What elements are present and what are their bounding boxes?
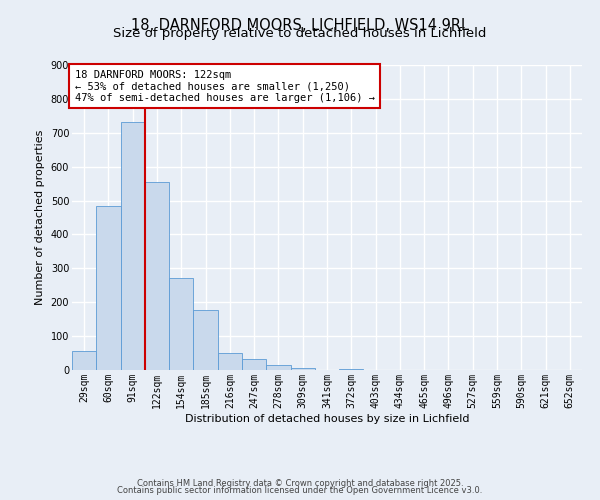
Text: Contains HM Land Registry data © Crown copyright and database right 2025.: Contains HM Land Registry data © Crown c… [137,478,463,488]
Bar [266,366,290,370]
Bar [290,368,315,370]
Text: Contains public sector information licensed under the Open Government Licence v3: Contains public sector information licen… [118,486,482,495]
Text: 18 DARNFORD MOORS: 122sqm
← 53% of detached houses are smaller (1,250)
47% of se: 18 DARNFORD MOORS: 122sqm ← 53% of detac… [74,70,374,103]
Bar [218,354,242,370]
Bar [193,310,218,370]
Text: Size of property relative to detached houses in Lichfield: Size of property relative to detached ho… [113,28,487,40]
Bar [242,359,266,370]
Bar [145,182,169,370]
Text: 18, DARNFORD MOORS, LICHFIELD, WS14 9RL: 18, DARNFORD MOORS, LICHFIELD, WS14 9RL [131,18,469,32]
Bar [121,122,145,370]
Bar [96,206,121,370]
Bar [169,278,193,370]
Bar [339,368,364,370]
X-axis label: Distribution of detached houses by size in Lichfield: Distribution of detached houses by size … [185,414,469,424]
Y-axis label: Number of detached properties: Number of detached properties [35,130,45,305]
Bar [72,350,96,370]
